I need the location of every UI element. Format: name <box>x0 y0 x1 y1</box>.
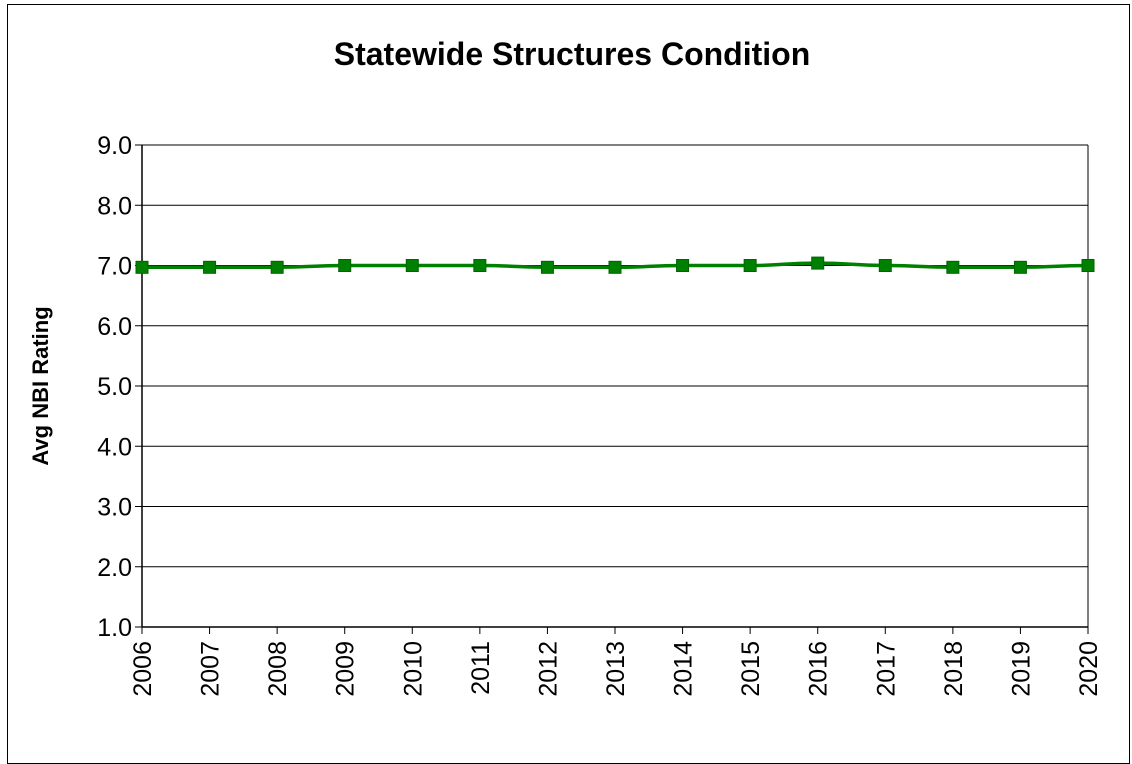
data-point <box>946 260 960 274</box>
y-tick-label: 4.0 <box>97 433 132 461</box>
axes <box>135 144 1089 634</box>
data-point <box>473 259 487 272</box>
data-point <box>676 259 690 272</box>
x-tick-label: 2011 <box>467 641 495 695</box>
x-tick-label: 2016 <box>805 641 833 697</box>
x-tick-label: 2012 <box>534 641 562 697</box>
x-tick-label: 2007 <box>197 641 225 697</box>
x-tick-label: 2010 <box>399 641 427 697</box>
data-point <box>811 256 825 270</box>
y-tick-labels: 1.0 2.0 3.0 4.0 5.0 6.0 7.0 8.0 9.0 <box>97 132 132 642</box>
x-tick-label: 2017 <box>872 641 900 697</box>
x-tick-label: 2018 <box>940 641 968 697</box>
x-tick-label: 2006 <box>129 641 157 697</box>
data-point <box>135 260 149 274</box>
data-point <box>1081 259 1095 272</box>
x-tick-label: 2008 <box>264 641 292 697</box>
chart-frame <box>7 4 1130 764</box>
y-tick-label: 9.0 <box>97 132 132 160</box>
y-tick-label: 5.0 <box>97 373 132 401</box>
data-point <box>338 259 352 272</box>
data-point <box>608 260 622 274</box>
data-point <box>270 260 284 274</box>
data-point <box>203 260 217 274</box>
chart-title: Statewide Structures Condition <box>334 36 810 72</box>
y-axis-label: Avg NBI Rating <box>28 306 53 465</box>
x-tick-label: 2013 <box>602 641 630 697</box>
y-tick-label: 8.0 <box>97 192 132 220</box>
data-point <box>878 259 892 272</box>
x-tick-label: 2014 <box>670 641 698 697</box>
data-series <box>135 256 1095 274</box>
x-tick-labels: 2006 2007 2008 2009 2010 2011 2012 2013 2014 2015… <box>129 641 1103 697</box>
y-tick-label: 7.0 <box>97 253 132 281</box>
gridlines <box>142 144 1088 568</box>
x-tick-label: 2015 <box>737 641 765 697</box>
y-tick-label: 1.0 <box>97 614 132 642</box>
y-tick-label: 2.0 <box>97 554 132 582</box>
x-tick-label: 2020 <box>1075 641 1103 697</box>
data-point <box>540 260 554 274</box>
y-tick-label: 3.0 <box>97 494 132 522</box>
data-point <box>1013 260 1027 274</box>
data-point <box>405 259 419 272</box>
y-tick-label: 6.0 <box>97 313 132 341</box>
x-tick-label: 2009 <box>332 641 360 697</box>
x-tick-label: 2019 <box>1007 641 1035 697</box>
data-point <box>743 259 757 272</box>
